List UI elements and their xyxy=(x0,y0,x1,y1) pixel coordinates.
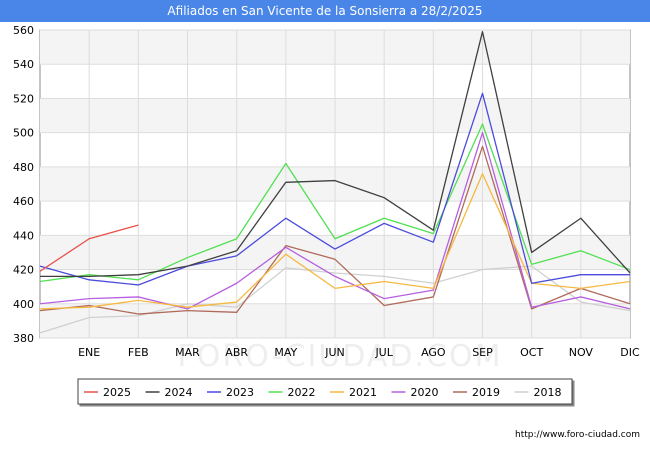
legend-item-2024: 2024 xyxy=(145,386,193,399)
legend-label: 2024 xyxy=(165,386,193,399)
series-line-2018 xyxy=(39,265,631,334)
x-tick-label: SEP xyxy=(472,346,493,359)
x-tick-label: OCT xyxy=(520,346,543,359)
y-tick-label: 500 xyxy=(13,127,34,140)
x-axis-ticks: ENE FEB MAR ABR MAY JUN JUL AGO SEP OCT NOV DIC xyxy=(78,346,640,359)
x-tick-label: FEB xyxy=(128,346,149,359)
y-tick-label: 460 xyxy=(13,195,34,208)
series-line-2020 xyxy=(39,132,631,310)
series-line-2024 xyxy=(40,31,631,278)
legend-label: 2023 xyxy=(226,386,254,399)
x-tick-label: MAY xyxy=(274,346,297,359)
title-bar xyxy=(0,0,650,22)
x-tick-label: JUN xyxy=(324,346,345,359)
legend-item-2023: 2023 xyxy=(207,386,254,399)
legend-label: 2025 xyxy=(103,386,131,399)
x-tick-label: JUL xyxy=(374,346,393,359)
legend-label: 2018 xyxy=(534,386,562,399)
series-line-2025 xyxy=(39,224,139,272)
x-tick-label: MAR xyxy=(175,346,200,359)
legend-label: 2019 xyxy=(472,386,500,399)
legend-label: 2020 xyxy=(411,386,439,399)
x-tick-label: NOV xyxy=(569,346,594,359)
watermark: FORO-CIUDAD.COM xyxy=(178,339,503,374)
chart-title: Afiliados en San Vicente de la Sonsierra… xyxy=(167,4,482,18)
y-tick-label: 480 xyxy=(13,161,34,174)
legend-item-2018: 2018 xyxy=(514,386,562,399)
y-tick-label: 420 xyxy=(13,264,34,277)
y-tick-label: 400 xyxy=(13,298,34,311)
series-line-2023 xyxy=(39,92,630,286)
x-tick-label: AGO xyxy=(421,346,446,359)
x-tick-label: ENE xyxy=(78,346,100,359)
grid-lines xyxy=(40,29,630,339)
legend-item-2022: 2022 xyxy=(268,386,316,399)
legend-item-2021: 2021 xyxy=(330,386,377,399)
legend-label: 2021 xyxy=(349,386,377,399)
source-url[interactable]: http://www.foro-ciudad.com xyxy=(515,430,640,440)
x-tick-label: ABR xyxy=(225,346,248,359)
series-line-2022 xyxy=(39,123,631,283)
series-line-2019 xyxy=(39,145,631,315)
y-tick-label: 440 xyxy=(13,229,34,242)
y-tick-label: 520 xyxy=(13,92,34,105)
legend-item-2025: 2025 xyxy=(84,386,131,399)
legend-item-2019: 2019 xyxy=(453,386,500,399)
legend-label: 2022 xyxy=(288,386,316,399)
y-tick-label: 560 xyxy=(13,24,34,37)
y-tick-label: 540 xyxy=(13,58,34,71)
legend: 2025 2024 2023 2022 2021 2020 2019 2018 xyxy=(84,386,562,399)
x-tick-label: DIC xyxy=(620,346,640,359)
series-lines xyxy=(39,31,631,334)
legend-box xyxy=(77,378,573,405)
y-axis-ticks: 380 400 420 440 460 480 500 520 540 560 xyxy=(13,24,34,345)
legend-item-2020: 2020 xyxy=(391,386,439,399)
y-tick-label: 380 xyxy=(13,332,34,345)
